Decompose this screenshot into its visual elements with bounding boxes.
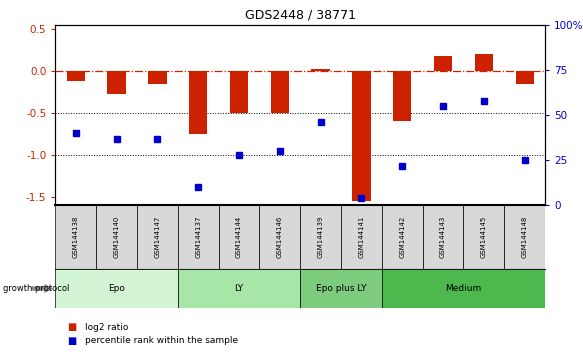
Text: GSM144144: GSM144144 <box>236 216 242 258</box>
Bar <box>55 269 178 308</box>
Text: GSM144142: GSM144142 <box>399 216 405 258</box>
Bar <box>230 71 248 113</box>
Text: GSM144140: GSM144140 <box>114 216 120 258</box>
Text: GSM144139: GSM144139 <box>318 216 324 258</box>
Text: growth protocol: growth protocol <box>3 284 69 293</box>
Bar <box>463 205 504 269</box>
Bar <box>96 205 137 269</box>
Bar <box>219 205 259 269</box>
Bar <box>352 71 371 201</box>
Bar <box>504 205 545 269</box>
Bar <box>382 205 423 269</box>
Text: ■: ■ <box>67 322 76 332</box>
Text: ■: ■ <box>67 336 76 346</box>
Bar <box>271 71 289 113</box>
Text: LY: LY <box>234 284 244 293</box>
Bar <box>189 71 208 134</box>
Text: GSM144148: GSM144148 <box>522 216 528 258</box>
Text: GSM144141: GSM144141 <box>359 216 364 258</box>
Text: GSM144145: GSM144145 <box>481 216 487 258</box>
Bar <box>300 269 382 308</box>
Bar <box>300 205 341 269</box>
Text: GSM144143: GSM144143 <box>440 216 446 258</box>
Bar <box>423 205 463 269</box>
Text: GDS2448 / 38771: GDS2448 / 38771 <box>245 9 356 22</box>
Bar <box>178 205 219 269</box>
Bar <box>55 205 96 269</box>
Bar <box>107 71 126 95</box>
Text: GSM144146: GSM144146 <box>277 216 283 258</box>
Text: GSM144137: GSM144137 <box>195 216 201 258</box>
Bar <box>137 205 178 269</box>
Bar <box>382 269 545 308</box>
Bar <box>178 269 300 308</box>
Bar <box>434 56 452 71</box>
Bar <box>311 69 330 71</box>
Bar <box>148 71 167 84</box>
Text: GSM144138: GSM144138 <box>73 216 79 258</box>
Bar <box>259 205 300 269</box>
Bar <box>515 71 534 84</box>
Text: Epo plus LY: Epo plus LY <box>316 284 366 293</box>
Bar <box>341 205 382 269</box>
Text: Epo: Epo <box>108 284 125 293</box>
Text: GSM144147: GSM144147 <box>154 216 160 258</box>
Bar <box>475 54 493 71</box>
Bar <box>393 71 412 121</box>
Text: percentile rank within the sample: percentile rank within the sample <box>85 336 238 345</box>
Text: log2 ratio: log2 ratio <box>85 323 128 332</box>
Text: Medium: Medium <box>445 284 482 293</box>
Bar <box>66 71 85 81</box>
